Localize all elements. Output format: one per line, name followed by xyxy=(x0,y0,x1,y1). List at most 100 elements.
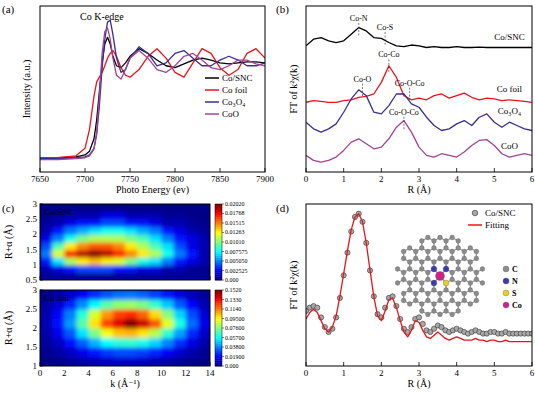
heatmap-cell xyxy=(64,357,77,367)
heatmap-background xyxy=(40,290,210,366)
heatmap-cell xyxy=(186,338,199,348)
atom xyxy=(407,260,412,265)
colorbar-tick-label: 0.000 xyxy=(225,277,239,283)
annotation: Co-O-Co xyxy=(389,108,419,117)
inset-structure xyxy=(395,235,485,317)
x-tick-label: 2 xyxy=(379,368,384,378)
heatmap-cell xyxy=(64,328,77,338)
heatmap-cell xyxy=(186,234,199,242)
heatmap-cell xyxy=(125,319,138,329)
atom xyxy=(450,256,455,261)
x-axis-label: R (Å) xyxy=(407,378,430,390)
heatmap-cell xyxy=(64,227,77,235)
colorbar-tick xyxy=(222,309,224,310)
heatmap-cell xyxy=(161,212,174,220)
heatmap-cell xyxy=(40,328,53,338)
heatmap-cell xyxy=(161,347,174,357)
atom xyxy=(468,288,473,293)
legend-label: Co/SNC xyxy=(222,73,253,83)
heatmap-cell xyxy=(149,309,162,319)
atom xyxy=(436,272,445,281)
heatmap-cell xyxy=(113,219,126,227)
x-tick xyxy=(419,168,420,172)
heatmap-cell xyxy=(161,357,174,367)
atom xyxy=(425,249,430,254)
y-axis-label: FT of k²χ(k) xyxy=(288,65,300,114)
atom xyxy=(438,298,443,303)
legend: Co/SNCCo foilCo₃O₄CoO xyxy=(205,73,253,119)
heatmap-cell xyxy=(89,227,102,235)
y-tick-label: 1 xyxy=(33,260,38,270)
heatmap-cell xyxy=(113,300,126,310)
heatmap-cell xyxy=(101,204,114,212)
heatmap-cell xyxy=(76,227,89,235)
atom xyxy=(413,277,418,282)
heatmap-cell xyxy=(174,227,187,235)
x-tick-label: 7800 xyxy=(166,174,185,184)
heatmap-cell xyxy=(149,347,162,357)
panel-label: (a) xyxy=(2,3,15,16)
annotation-guide xyxy=(403,117,404,131)
x-tick-label: 0 xyxy=(304,368,309,378)
heatmap-cell xyxy=(149,265,162,273)
heatmap-cell xyxy=(76,204,89,212)
colorbar-frame xyxy=(215,290,222,366)
heatmap-cell xyxy=(101,319,114,329)
heatmap-cell xyxy=(101,212,114,220)
chart-title: Co K-edge xyxy=(80,11,124,22)
atom xyxy=(474,270,479,275)
heatmap-cell xyxy=(40,347,53,357)
heatmap-cell xyxy=(174,300,187,310)
heatmap-cell xyxy=(161,328,174,338)
heatmap-cell xyxy=(161,309,174,319)
heatmap-cell xyxy=(101,328,114,338)
heatmap-cell xyxy=(174,265,187,273)
atom xyxy=(474,298,479,303)
atom xyxy=(419,260,424,265)
heatmap-cell xyxy=(52,227,65,235)
heatmap-cell xyxy=(89,204,102,212)
heatmap-cell xyxy=(89,357,102,367)
heatmap-cell xyxy=(125,290,138,300)
heatmap-cell xyxy=(89,309,102,319)
heatmap-cell xyxy=(125,242,138,250)
legend-line xyxy=(205,77,219,79)
heatmap-cell xyxy=(125,357,138,367)
heatmap-cell xyxy=(101,257,114,265)
colorbar: 0.0000.0025250.0050500.0075750.010100.01… xyxy=(215,201,248,283)
heatmap-cell xyxy=(174,219,187,227)
series-label: Co₃O₄ xyxy=(498,106,521,116)
heatmap-cell xyxy=(52,265,65,273)
colorbar-tick xyxy=(222,347,224,348)
colorbar-tick xyxy=(222,318,224,319)
heatmap-cell xyxy=(149,250,162,258)
scatter-point xyxy=(416,315,421,320)
x-tick-label: 3 xyxy=(417,174,422,184)
inset-legend-marker xyxy=(503,290,509,296)
heatmap-cell xyxy=(52,219,65,227)
x-tick-label: 7750 xyxy=(121,174,140,184)
legend-label: Co₃O₄ xyxy=(222,97,245,107)
x-tick-label: 4 xyxy=(454,368,459,378)
heatmap-cell xyxy=(149,300,162,310)
x-axis-label: R (Å) xyxy=(407,184,430,196)
series-line xyxy=(40,28,265,160)
inset-legend-marker xyxy=(503,278,509,284)
heatmap-cell xyxy=(186,227,199,235)
heatmap-cell xyxy=(76,347,89,357)
heatmap-background xyxy=(40,204,210,280)
x-tick xyxy=(494,362,495,366)
heatmap-cell xyxy=(113,257,126,265)
heatmap-cell xyxy=(40,257,53,265)
colorbar-tick xyxy=(222,213,224,214)
heatmap-cell xyxy=(198,219,210,227)
heatmap-cell xyxy=(52,319,65,329)
atom xyxy=(401,298,406,303)
panel-label: (c) xyxy=(2,202,15,215)
atom xyxy=(431,280,437,286)
x-tick-label: 7650 xyxy=(31,174,50,184)
atom xyxy=(468,267,473,272)
x-tick-label: 10 xyxy=(157,368,167,378)
heatmap-cell xyxy=(52,257,65,265)
panel-label: (b) xyxy=(276,3,289,16)
